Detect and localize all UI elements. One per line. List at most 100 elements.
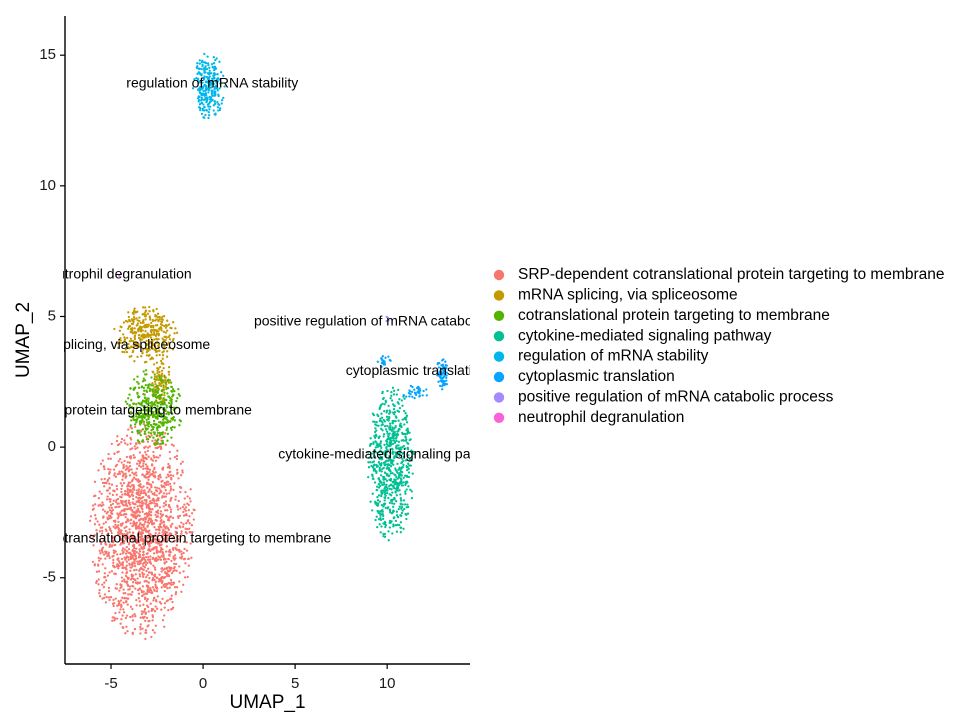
point (176, 468, 179, 472)
point (142, 553, 145, 556)
point (187, 519, 190, 522)
point (387, 506, 390, 509)
point (155, 494, 158, 497)
point (136, 375, 139, 378)
point (152, 597, 156, 600)
point (164, 536, 167, 539)
point (141, 542, 145, 546)
point (121, 549, 124, 552)
point (392, 485, 395, 488)
point (181, 460, 184, 463)
point (111, 493, 115, 497)
point (148, 475, 151, 478)
point (213, 94, 216, 97)
point (170, 478, 173, 481)
point (176, 539, 179, 542)
point (202, 61, 206, 64)
point (135, 551, 138, 554)
point (102, 522, 105, 525)
point (102, 515, 105, 518)
legend-label: positive regulation of mRNA catabolic pr… (518, 388, 834, 405)
point (131, 311, 134, 315)
point (158, 454, 162, 457)
point (131, 332, 134, 335)
point (152, 497, 155, 500)
point (170, 428, 173, 431)
point (122, 481, 126, 485)
point (119, 608, 122, 611)
point (414, 393, 417, 396)
point (116, 502, 119, 505)
point (204, 65, 207, 68)
point (117, 602, 121, 605)
point (125, 550, 129, 553)
point (403, 409, 406, 413)
point (132, 510, 136, 514)
point (132, 476, 136, 479)
point (94, 514, 97, 517)
point (130, 484, 134, 487)
point (142, 502, 145, 505)
point (442, 358, 445, 361)
point (197, 100, 200, 103)
point (123, 540, 126, 543)
point (145, 498, 148, 502)
point (100, 478, 103, 481)
point (179, 462, 183, 465)
point (210, 91, 214, 94)
point (126, 491, 130, 494)
point (129, 442, 132, 445)
point (127, 556, 130, 559)
point (169, 510, 173, 514)
point (180, 550, 183, 553)
point (108, 471, 111, 474)
y-tick-label: 10 (39, 177, 56, 194)
point (144, 318, 147, 321)
point (139, 522, 142, 526)
point (134, 442, 138, 445)
point (165, 417, 168, 421)
point (133, 307, 136, 310)
point (104, 601, 108, 604)
point (376, 503, 379, 506)
point (122, 542, 126, 545)
point (143, 615, 146, 619)
point (387, 404, 390, 408)
point (160, 446, 163, 450)
point (393, 473, 396, 476)
point (134, 447, 137, 451)
point (140, 589, 143, 592)
point (378, 466, 381, 469)
point (141, 380, 145, 383)
point (119, 341, 122, 345)
point (164, 503, 168, 506)
point (138, 573, 141, 576)
point (372, 420, 375, 423)
point (122, 588, 125, 591)
point (154, 528, 158, 531)
point (88, 519, 92, 522)
point (102, 503, 105, 506)
point (123, 526, 126, 530)
point (205, 109, 209, 112)
point (207, 63, 210, 67)
point (387, 496, 390, 500)
point (143, 527, 146, 530)
point (146, 334, 150, 338)
point (158, 365, 162, 369)
point (111, 508, 115, 512)
point (407, 467, 410, 470)
point (144, 579, 147, 583)
point (121, 500, 124, 503)
point (138, 550, 142, 553)
point (137, 552, 140, 555)
legend-key (493, 371, 505, 383)
point (372, 467, 375, 470)
point (163, 532, 166, 535)
point (170, 417, 173, 420)
point (132, 585, 135, 588)
point (94, 494, 97, 497)
point (395, 393, 398, 396)
point (134, 552, 137, 556)
point (167, 370, 171, 374)
